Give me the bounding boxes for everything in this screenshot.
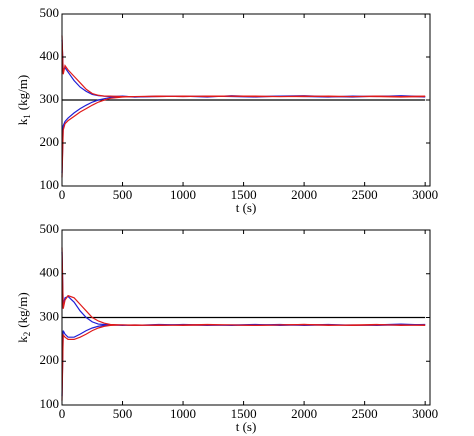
y-tick-label: 300 [40,91,60,106]
y-tick-label: 500 [40,5,60,20]
y-tick-label: 100 [40,396,60,411]
x-tick-label: 1500 [231,187,257,202]
data-line [61,95,426,178]
y-tick-label: 300 [40,308,60,323]
y-tick-label: 500 [40,221,60,236]
x-axis-label: t (s) [236,419,257,434]
x-tick-label: 1000 [170,406,196,421]
x-tick-label: 2500 [352,187,378,202]
y-axis-label-part: k [15,336,30,343]
x-tick-label: 1500 [231,406,257,421]
y-tick-label: 200 [40,352,60,367]
data-line [61,35,426,98]
data-line [61,39,426,98]
y-axis-label: k2 (kg/m) [15,292,32,342]
y-axis-label-part: 2 [22,332,32,337]
x-tick-label: 500 [113,406,133,421]
y-axis-label-part: (kg/m) [15,75,30,110]
x-tick-label: 3000 [412,187,438,202]
x-tick-label: 2000 [291,406,317,421]
data-line [61,95,426,174]
y-axis-label-part: k [15,118,30,125]
x-tick-label: 0 [59,406,66,421]
data-line [61,251,426,326]
x-tick-label: 0 [59,187,66,202]
y-tick-label: 400 [40,48,60,63]
x-tick-label: 3000 [412,406,438,421]
x-axis-label: t (s) [236,200,257,215]
x-tick-label: 2500 [352,406,378,421]
y-axis-label-part: 1 [22,114,32,119]
y-axis-label-part: (kg/m) [15,292,30,327]
data-line [61,247,426,326]
y-tick-label: 400 [40,265,60,280]
y-tick-label: 100 [40,177,60,192]
data-line [61,323,426,401]
x-tick-label: 1000 [170,187,196,202]
y-tick-label: 200 [40,134,60,149]
x-tick-label: 500 [113,187,133,202]
y-axis-label: k1 (kg/m) [15,75,32,125]
data-line [61,323,426,397]
x-tick-label: 2000 [291,187,317,202]
